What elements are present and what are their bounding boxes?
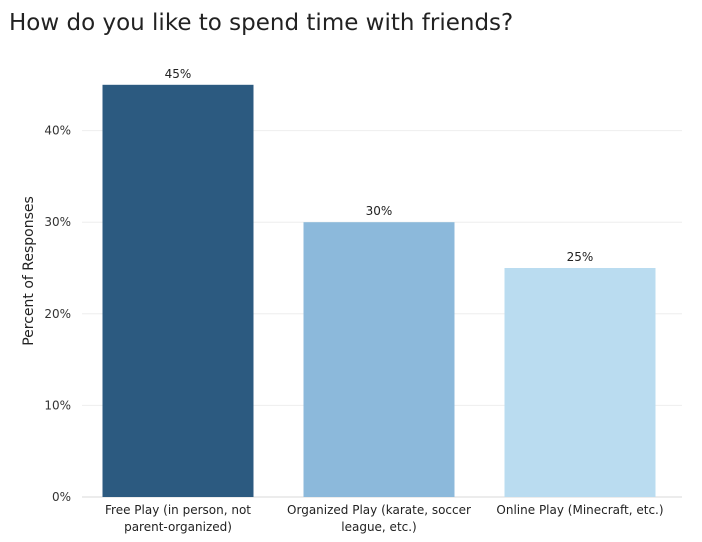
x-axis-categories: Free Play (in person, not parent-organize… bbox=[105, 503, 664, 534]
bar-value-label: 25% bbox=[567, 250, 594, 264]
chart-title: How do you like to spend time with frien… bbox=[9, 10, 514, 36]
bars bbox=[102, 84, 656, 498]
x-category-label: league, etc.) bbox=[341, 520, 417, 534]
y-axis-ticks: 0% 10% 20% 30% 40% bbox=[44, 124, 71, 504]
y-axis-title: Percent of Responses bbox=[21, 196, 37, 346]
y-tick-label: 0% bbox=[52, 490, 71, 504]
x-category-label: Online Play (Minecraft, etc.) bbox=[496, 503, 663, 517]
y-tick-label: 20% bbox=[44, 307, 71, 321]
y-tick-label: 40% bbox=[44, 124, 71, 138]
y-tick-label: 10% bbox=[44, 398, 71, 412]
y-tick-label: 30% bbox=[44, 215, 71, 229]
data-labels: 45% 30% 25% bbox=[165, 67, 594, 264]
x-category-label: parent-organized) bbox=[124, 520, 232, 534]
bar bbox=[504, 268, 656, 497]
x-category-label: Free Play (in person, not bbox=[105, 503, 251, 517]
x-category-label: Organized Play (karate, soccer bbox=[287, 503, 471, 517]
bar-value-label: 30% bbox=[366, 204, 393, 218]
bar bbox=[303, 222, 455, 497]
bar-value-label: 45% bbox=[165, 67, 192, 81]
bar bbox=[102, 84, 254, 498]
